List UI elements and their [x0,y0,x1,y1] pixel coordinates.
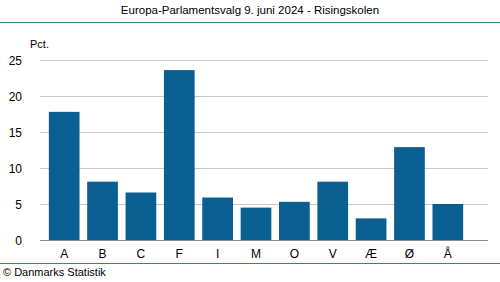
grid-line [40,132,488,133]
bar [164,70,195,240]
y-tick-label: 25 [9,54,23,68]
bar [87,182,118,240]
bar [49,112,80,240]
y-tick-label: 5 [15,198,22,212]
bar [356,218,387,240]
y-tick-label: 20 [9,90,23,104]
x-tick-label: Ø [405,247,414,261]
bar [241,208,272,240]
bar [432,204,463,240]
x-tick-label: Å [444,246,452,261]
y-tick-label: 15 [9,126,23,140]
y-axis-label: Pct. [30,38,49,50]
footer-rule [0,263,500,264]
x-tick-label: V [329,247,337,261]
bar [394,147,425,240]
y-tick-label: 0 [15,234,22,248]
source: © Danmarks Statistik [3,266,106,278]
bars [49,70,463,240]
x-tick-label: Æ [365,247,377,261]
x-tick-label: B [99,247,107,261]
grid-line [40,240,488,241]
x-tick-label: O [290,247,299,261]
x-tick-label: C [137,247,146,261]
title-rule [0,22,500,23]
x-tick-label: F [176,247,183,261]
grid-line [40,60,488,61]
grid-line [40,96,488,97]
bar [126,192,157,240]
title: Europa-Parlamentsvalg 9. juni 2024 - Ris… [121,4,379,16]
x-tick-label: M [251,247,261,261]
chart-container: Europa-Parlamentsvalg 9. juni 2024 - Ris… [0,0,500,282]
bar [279,202,310,240]
x-tick-label: I [216,247,219,261]
bar [202,198,233,240]
bar [317,182,348,240]
y-tick-label: 10 [9,162,23,176]
x-tick-label: A [60,247,68,261]
chart-svg: Europa-Parlamentsvalg 9. juni 2024 - Ris… [0,0,500,282]
